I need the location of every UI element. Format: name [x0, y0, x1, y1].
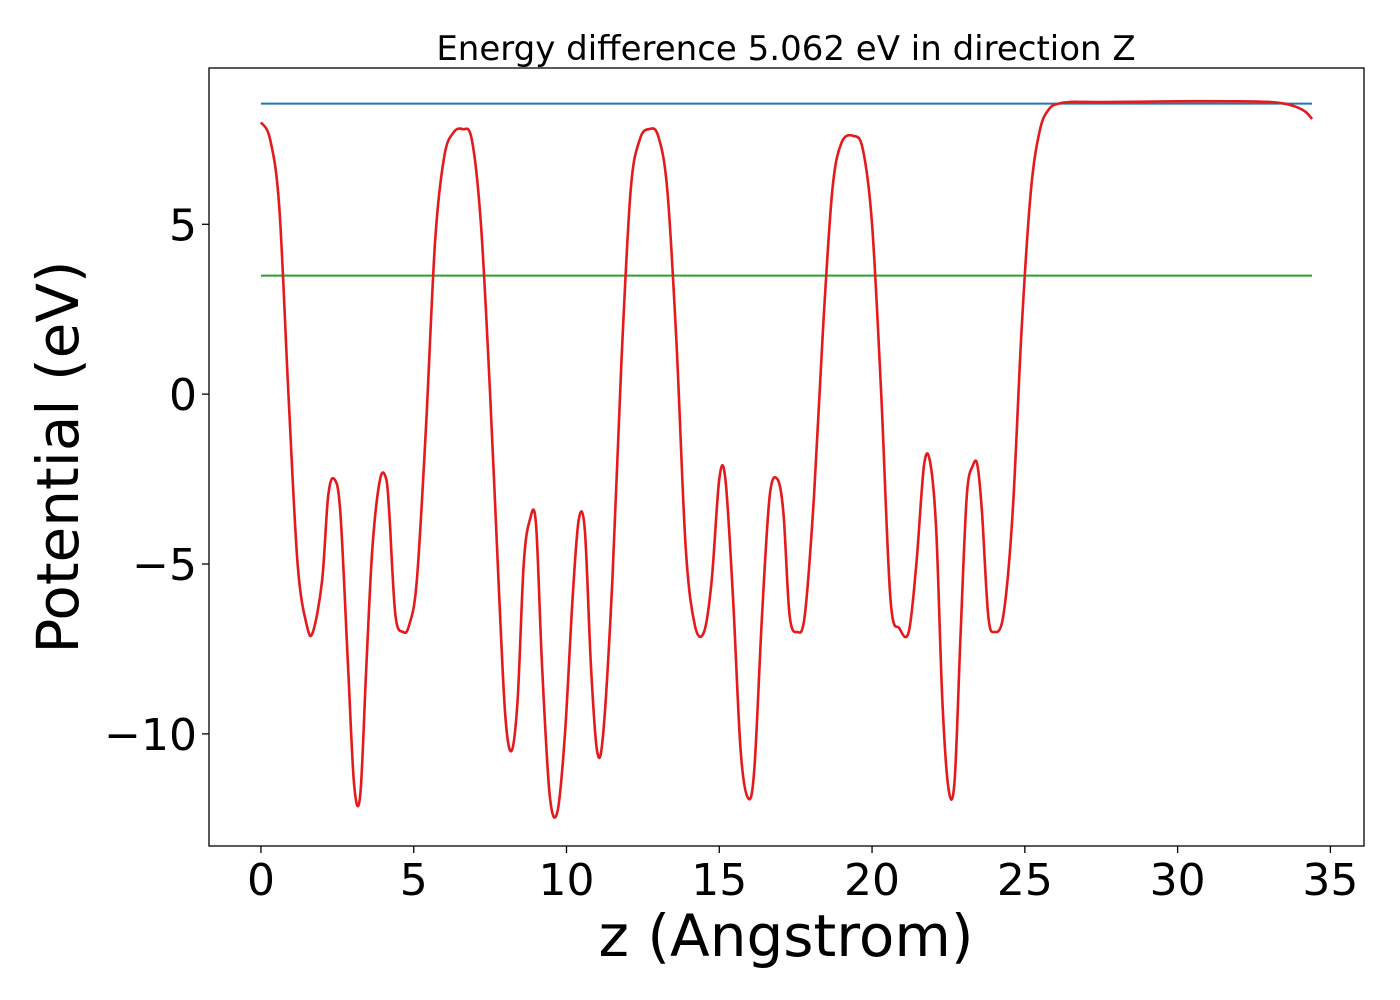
x-tick-label: 5	[400, 855, 428, 906]
x-tick-label: 0	[247, 855, 275, 906]
y-axis-label: Potential (eV)	[24, 260, 92, 653]
x-tick-label: 30	[1150, 855, 1206, 906]
y-tick-label: −10	[104, 710, 197, 761]
x-tick-label: 25	[997, 855, 1053, 906]
x-tick-label: 20	[844, 855, 900, 906]
y-tick-label: 5	[169, 200, 197, 251]
series-lines	[259, 99, 1314, 819]
x-axis-label: z (Angstrom)	[599, 902, 974, 970]
x-tick-label: 15	[691, 855, 747, 906]
x-axis-ticks: 0 5 10 15 20 25 30 35	[247, 846, 1358, 906]
y-axis-ticks: 5 0 −5 −10	[104, 200, 209, 761]
plot-area-frame	[208, 67, 1365, 847]
y-tick-label: −5	[132, 540, 197, 591]
x-tick-label: 35	[1302, 855, 1358, 906]
chart-title: Energy difference 5.062 eV in direction …	[436, 29, 1135, 69]
x-tick-label: 10	[539, 855, 595, 906]
y-tick-label: 0	[169, 370, 197, 421]
series-line-potential	[259, 99, 1314, 819]
